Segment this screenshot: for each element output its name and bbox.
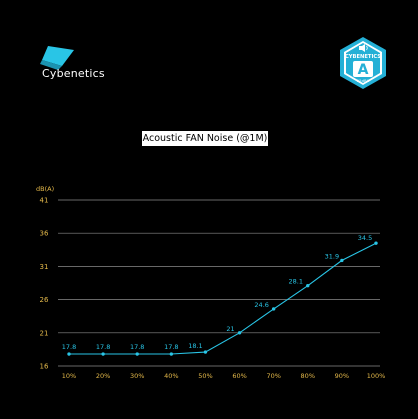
speaker-icon: [359, 44, 368, 52]
data-point: [271, 307, 276, 311]
badge-title: CYBENETICS: [345, 54, 381, 60]
chart-title: Acoustic FAN Noise (@1M): [142, 131, 268, 146]
data-label: 17.8: [96, 343, 110, 351]
data-point: [67, 352, 71, 356]
data-point: [101, 352, 105, 356]
data-label: 17.8: [164, 343, 178, 351]
x-tick-label: 40%: [164, 372, 178, 380]
data-point: [135, 352, 139, 356]
x-tick-label: 20%: [96, 372, 110, 380]
cybenetics-wing-logo: [40, 46, 74, 70]
x-tick-label: 70%: [266, 372, 280, 380]
x-tick-label: 100%: [367, 372, 386, 380]
data-label: 34.5: [358, 234, 372, 242]
data-point: [237, 331, 242, 335]
y-axis-label: dB(A): [36, 185, 54, 193]
brand-name: Cybenetics: [42, 67, 105, 80]
y-tick-label: 21: [40, 329, 49, 337]
x-tick-label: 60%: [232, 372, 246, 380]
x-tick-label: 80%: [301, 372, 315, 380]
data-label: 24.6: [254, 301, 268, 309]
data-label: 28.1: [289, 278, 303, 286]
data-label: 17.8: [130, 343, 144, 351]
data-point: [374, 241, 378, 245]
cybenetics-grade-badge: CYBENETICS A 25dBA: [340, 37, 386, 89]
x-tick-label: 30%: [130, 372, 144, 380]
y-tick-label: 41: [40, 197, 49, 205]
data-label: 17.8: [62, 343, 76, 351]
y-tick-label: 36: [40, 230, 49, 238]
data-label: 31.9: [325, 252, 339, 260]
data-point: [306, 283, 310, 288]
x-tick-label: 10%: [62, 372, 76, 380]
x-tick-label: 90%: [335, 372, 349, 380]
badge-sub: 25dBA: [357, 78, 370, 83]
y-tick-label: 26: [40, 296, 49, 304]
y-tick-label: 31: [40, 263, 49, 271]
x-tick-label: 50%: [198, 372, 212, 380]
data-point: [203, 350, 208, 354]
data-point: [169, 352, 174, 356]
data-label: 21: [226, 325, 234, 333]
badge-grade: A: [358, 62, 369, 78]
data-label: 18.1: [188, 342, 202, 350]
series-line: [69, 242, 377, 355]
data-point: [340, 258, 344, 263]
y-tick-label: 16: [40, 363, 49, 371]
